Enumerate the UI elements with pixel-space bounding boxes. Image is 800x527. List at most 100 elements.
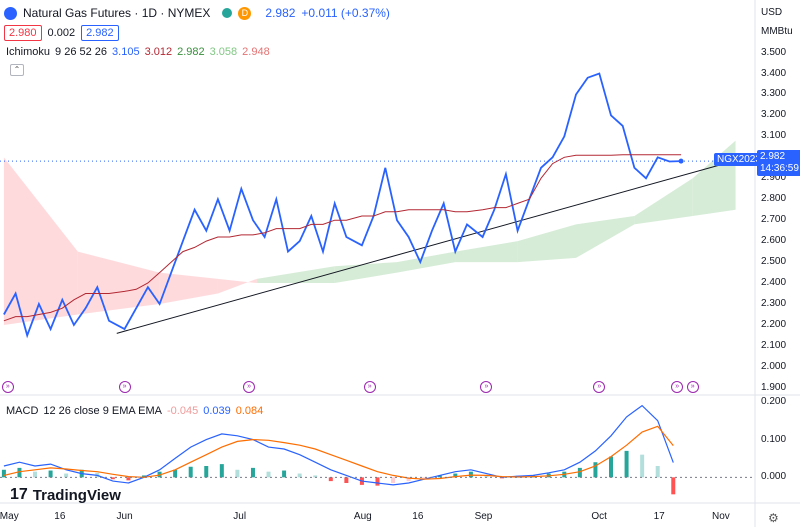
kumo-cloud-segment [455,241,518,263]
macd-tick-label: 0.200 [761,395,787,407]
tradingview-logo[interactable]: 17 TradingView [10,486,121,504]
macd-histogram-value: -0.045 [167,405,199,417]
macd-tick-label: 0.100 [761,433,787,445]
macd-histogram-bar [422,477,427,480]
macd-histogram-bar [126,477,131,481]
macd-histogram-bar [313,475,318,478]
time-tick-label: Oct [591,511,607,522]
macd-histogram-bar [297,473,302,478]
unit-label[interactable]: MMBtu [761,26,793,37]
macd-histogram-bar [64,473,69,478]
tradingview-logo-icon: 17 [10,486,28,503]
price-tick-label: 2.100 [761,339,787,351]
delayed-badge: D [238,6,252,20]
ichimoku-legend[interactable]: Ichimoku 9 26 52 26 3.105 3.012 2.982 3.… [6,46,270,58]
price-tick-label: 3.300 [761,88,787,100]
event-marker-icon[interactable]: » [363,381,376,393]
ichimoku-leading-b-value: 2.948 [242,46,270,58]
event-marker-icon[interactable]: » [243,381,256,393]
macd-histogram-bar [204,466,209,478]
time-tick-label: 17 [653,511,665,522]
signal-line [3,425,674,480]
price-tick-label: 2.800 [761,193,787,205]
macd-histogram-bar [655,466,660,478]
market-status-icon [222,8,233,18]
price-tick-label: 3.400 [761,67,787,79]
event-marker-icon[interactable]: » [118,381,131,393]
kumo-cloud-segment [334,262,397,284]
currency-label[interactable]: USD [761,7,783,18]
macd-line-value: 0.039 [203,405,231,417]
last-price-badge-value: 2.982 [760,151,786,162]
macd-histogram-bar [110,477,115,480]
last-price-badge: 2.982 14:36:59 [757,150,800,176]
last-price: 2.982 [265,6,296,20]
macd-histogram-bar [328,477,333,482]
price-tick-label: 2.900 [761,172,787,184]
macd-histogram-bar [406,477,411,482]
macd-histogram-bar [1,469,6,478]
spread-value: 0.002 [47,27,76,39]
event-marker-icon[interactable]: » [671,381,684,393]
macd-histogram-bar [437,475,442,478]
event-marker-icon[interactable]: » [480,381,493,393]
macd-histogram-bar [344,477,349,483]
trendline [116,156,748,334]
time-tick-label: Nov [711,511,730,522]
time-tick-label: May [0,511,19,522]
event-marker-icon[interactable]: » [1,381,14,393]
price-tick-label: 2.200 [761,318,787,330]
sell-button[interactable]: 2.980 [4,25,42,41]
macd-histogram-bar [282,470,287,478]
price-change: +0.011 (+0.37%) [301,6,390,20]
price-tick-label: 3.500 [761,46,787,58]
time-tick-label: Sep [474,511,493,522]
price-tick-label: 2.400 [761,277,787,289]
macd-histogram-bar [141,475,146,478]
ichimoku-params: 9 26 52 26 [55,46,108,58]
macd-histogram-bar [219,464,224,478]
ng-logo-icon [4,6,17,20]
order-panel: 2.980 0.002 2.982 [4,25,119,41]
kumo-cloud-segment [217,278,257,294]
time-tick-label: 16 [54,511,66,522]
price-tick-label: 2.600 [761,235,787,247]
macd-histogram-bar [624,450,629,478]
price-tick-label: 2.700 [761,214,787,226]
time-tick-label: Jul [233,511,247,522]
kumo-cloud-segment [517,224,576,263]
macd-histogram-bar [609,456,614,478]
event-marker-icon[interactable]: » [686,381,699,393]
macd-tick-label: 0.000 [761,471,787,483]
price-tick-label: 1.900 [761,381,787,393]
macd-histogram-bar [593,462,598,478]
kumo-cloud-segment [575,216,635,258]
kumo-cloud-segment [159,272,218,304]
countdown: 14:36:59 [760,163,799,174]
symbol-title[interactable]: Natural Gas Futures · 1D · NYMEX [23,6,211,20]
macd-histogram-bar [266,471,271,478]
macd-histogram-bar [671,477,676,495]
kumo-cloud-segment [256,266,335,284]
macd-label: MACD [6,405,39,417]
ichimoku-lagging-value: 2.982 [177,46,205,58]
kumo-cloud-segment [3,157,78,325]
macd-legend[interactable]: MACD 12 26 close 9 EMA EMA -0.045 0.039 … [6,405,263,417]
buy-button[interactable]: 2.982 [81,25,119,41]
macd-histogram-bar [453,473,458,478]
macd-histogram-bar [250,467,255,478]
price-tick-label: 3.200 [761,109,787,121]
kumo-cloud-segment [77,251,160,315]
ichimoku-leading-a-value: 3.058 [209,46,238,58]
settings-gear-icon[interactable]: ⚙ [768,511,779,525]
macd-histogram-bar [484,475,489,478]
event-marker-icon[interactable]: » [593,381,606,393]
macd-histogram-bar [391,477,396,483]
macd-params: 12 26 close 9 EMA EMA [43,405,163,417]
macd-line [3,404,674,486]
kumo-cloud-segment [396,251,456,273]
macd-histogram-bar [640,454,645,478]
collapse-legend-icon[interactable]: ⌃ [10,64,24,76]
macd-histogram-bar [235,469,240,478]
